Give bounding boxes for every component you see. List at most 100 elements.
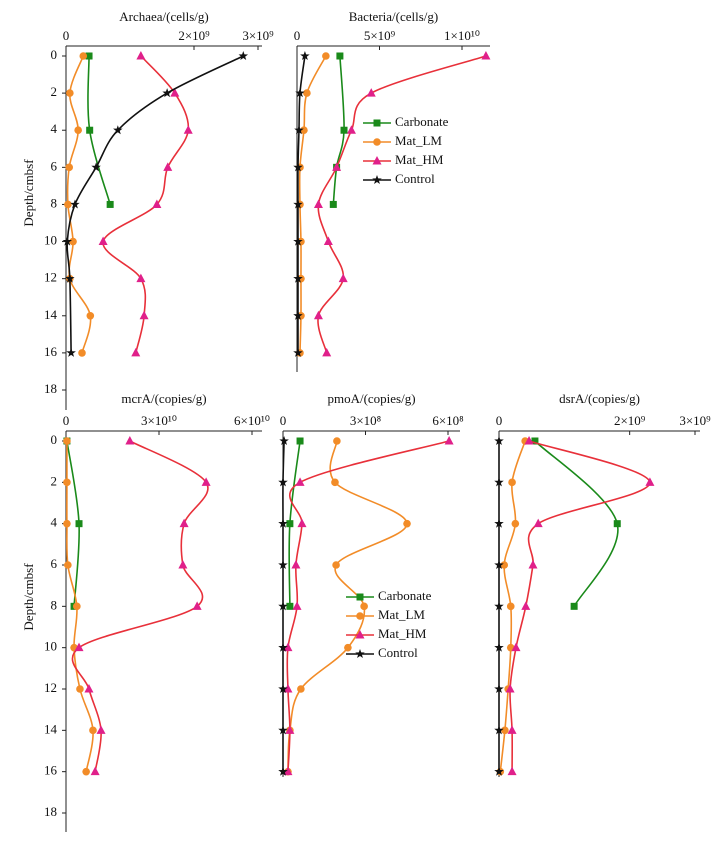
marker — [332, 561, 340, 569]
marker — [178, 560, 188, 569]
marker — [293, 162, 303, 172]
marker — [75, 520, 83, 528]
marker — [506, 602, 515, 611]
marker — [278, 766, 288, 776]
legend-label: Control — [378, 645, 418, 660]
y-tick-label: 10 — [44, 233, 57, 248]
legend-marker — [356, 593, 364, 601]
y-tick-label: 2 — [51, 84, 58, 99]
marker — [297, 518, 307, 528]
marker — [279, 436, 289, 446]
legend-label: Control — [395, 171, 435, 186]
marker — [293, 236, 303, 246]
legend-marker — [356, 612, 364, 620]
marker — [303, 89, 311, 97]
marker — [78, 349, 86, 357]
marker — [444, 436, 454, 445]
marker — [524, 436, 534, 445]
panel: pmoA/(copies/g) 0 3×10⁸ 6×10⁸ Carbonate Mat_L… — [278, 391, 464, 777]
y-tick-label: 8 — [51, 195, 58, 210]
marker — [295, 88, 305, 98]
x-tick-label: 6×10⁸ — [432, 413, 464, 428]
y-tick-label: 4 — [51, 121, 58, 136]
marker — [131, 347, 141, 357]
series-line — [509, 440, 651, 772]
y-tick-label: 16 — [44, 344, 58, 359]
legend-label: Carbonate — [395, 114, 449, 129]
x-tick-label: 0 — [496, 413, 503, 428]
marker — [494, 601, 504, 611]
marker — [333, 437, 341, 445]
marker — [86, 126, 94, 134]
marker — [64, 561, 72, 569]
marker — [300, 126, 308, 135]
marker — [286, 602, 294, 610]
marker — [170, 88, 180, 97]
marker — [366, 88, 376, 97]
y-tick-label: 14 — [44, 721, 58, 736]
marker — [494, 684, 504, 694]
marker — [481, 51, 491, 60]
x-tick-label: 3×10¹⁰ — [141, 413, 177, 428]
marker — [89, 726, 97, 735]
marker — [74, 642, 84, 652]
panel: Archaea/(cells/g) 0 2×10⁹ 3×10⁹ 0 2 4 6 8 10 12 14 1… — [21, 9, 274, 410]
marker — [192, 601, 202, 610]
marker — [63, 437, 71, 445]
marker — [136, 273, 146, 283]
x-tick-label: 3×10⁹ — [679, 413, 711, 428]
marker — [297, 685, 305, 693]
marker — [70, 199, 80, 209]
marker — [313, 199, 323, 208]
marker — [65, 273, 75, 283]
marker — [507, 725, 517, 734]
y-tick-label: 6 — [51, 158, 58, 173]
legend-marker — [372, 156, 382, 165]
y-axis-label: Depth/cmbsf — [21, 563, 36, 631]
marker — [69, 237, 77, 246]
x-tick-label: 3×10⁹ — [242, 28, 274, 43]
marker — [533, 518, 543, 528]
legend-marker — [372, 175, 382, 185]
y-axis-label: Depth/cmbsf — [21, 159, 36, 227]
marker — [313, 310, 323, 320]
marker — [507, 766, 517, 776]
marker — [336, 52, 344, 60]
marker — [278, 477, 288, 487]
y-tick-label: 18 — [44, 381, 57, 396]
series-line — [287, 440, 408, 772]
legend-marker — [355, 649, 365, 659]
marker — [278, 684, 288, 694]
marker — [293, 310, 303, 320]
marker — [106, 200, 114, 208]
marker — [285, 725, 295, 734]
y-tick-label: 6 — [51, 556, 58, 571]
marker — [296, 437, 304, 445]
marker — [136, 51, 146, 60]
x-tick-label: 2×10⁹ — [614, 413, 646, 428]
marker — [183, 125, 193, 134]
marker — [65, 163, 73, 172]
x-tick-label: 0 — [294, 28, 301, 43]
y-tick-label: 12 — [44, 680, 57, 695]
marker — [84, 684, 94, 693]
marker — [79, 52, 88, 60]
panel-title: dsrA/(copies/g) — [559, 391, 640, 406]
marker — [73, 602, 81, 611]
marker — [528, 560, 538, 569]
marker — [293, 273, 303, 283]
marker — [98, 236, 108, 246]
marker — [283, 642, 293, 652]
y-tick-label: 18 — [44, 804, 57, 819]
marker — [494, 642, 504, 652]
marker — [508, 478, 516, 487]
y-tick-label: 4 — [51, 515, 58, 530]
marker — [511, 642, 521, 652]
marker — [201, 477, 211, 486]
legend-label: Carbonate — [378, 588, 432, 603]
marker — [292, 601, 302, 610]
marker — [283, 766, 293, 776]
marker — [162, 88, 172, 98]
panel-title: mcrA/(copies/g) — [121, 391, 206, 406]
marker — [179, 518, 189, 528]
